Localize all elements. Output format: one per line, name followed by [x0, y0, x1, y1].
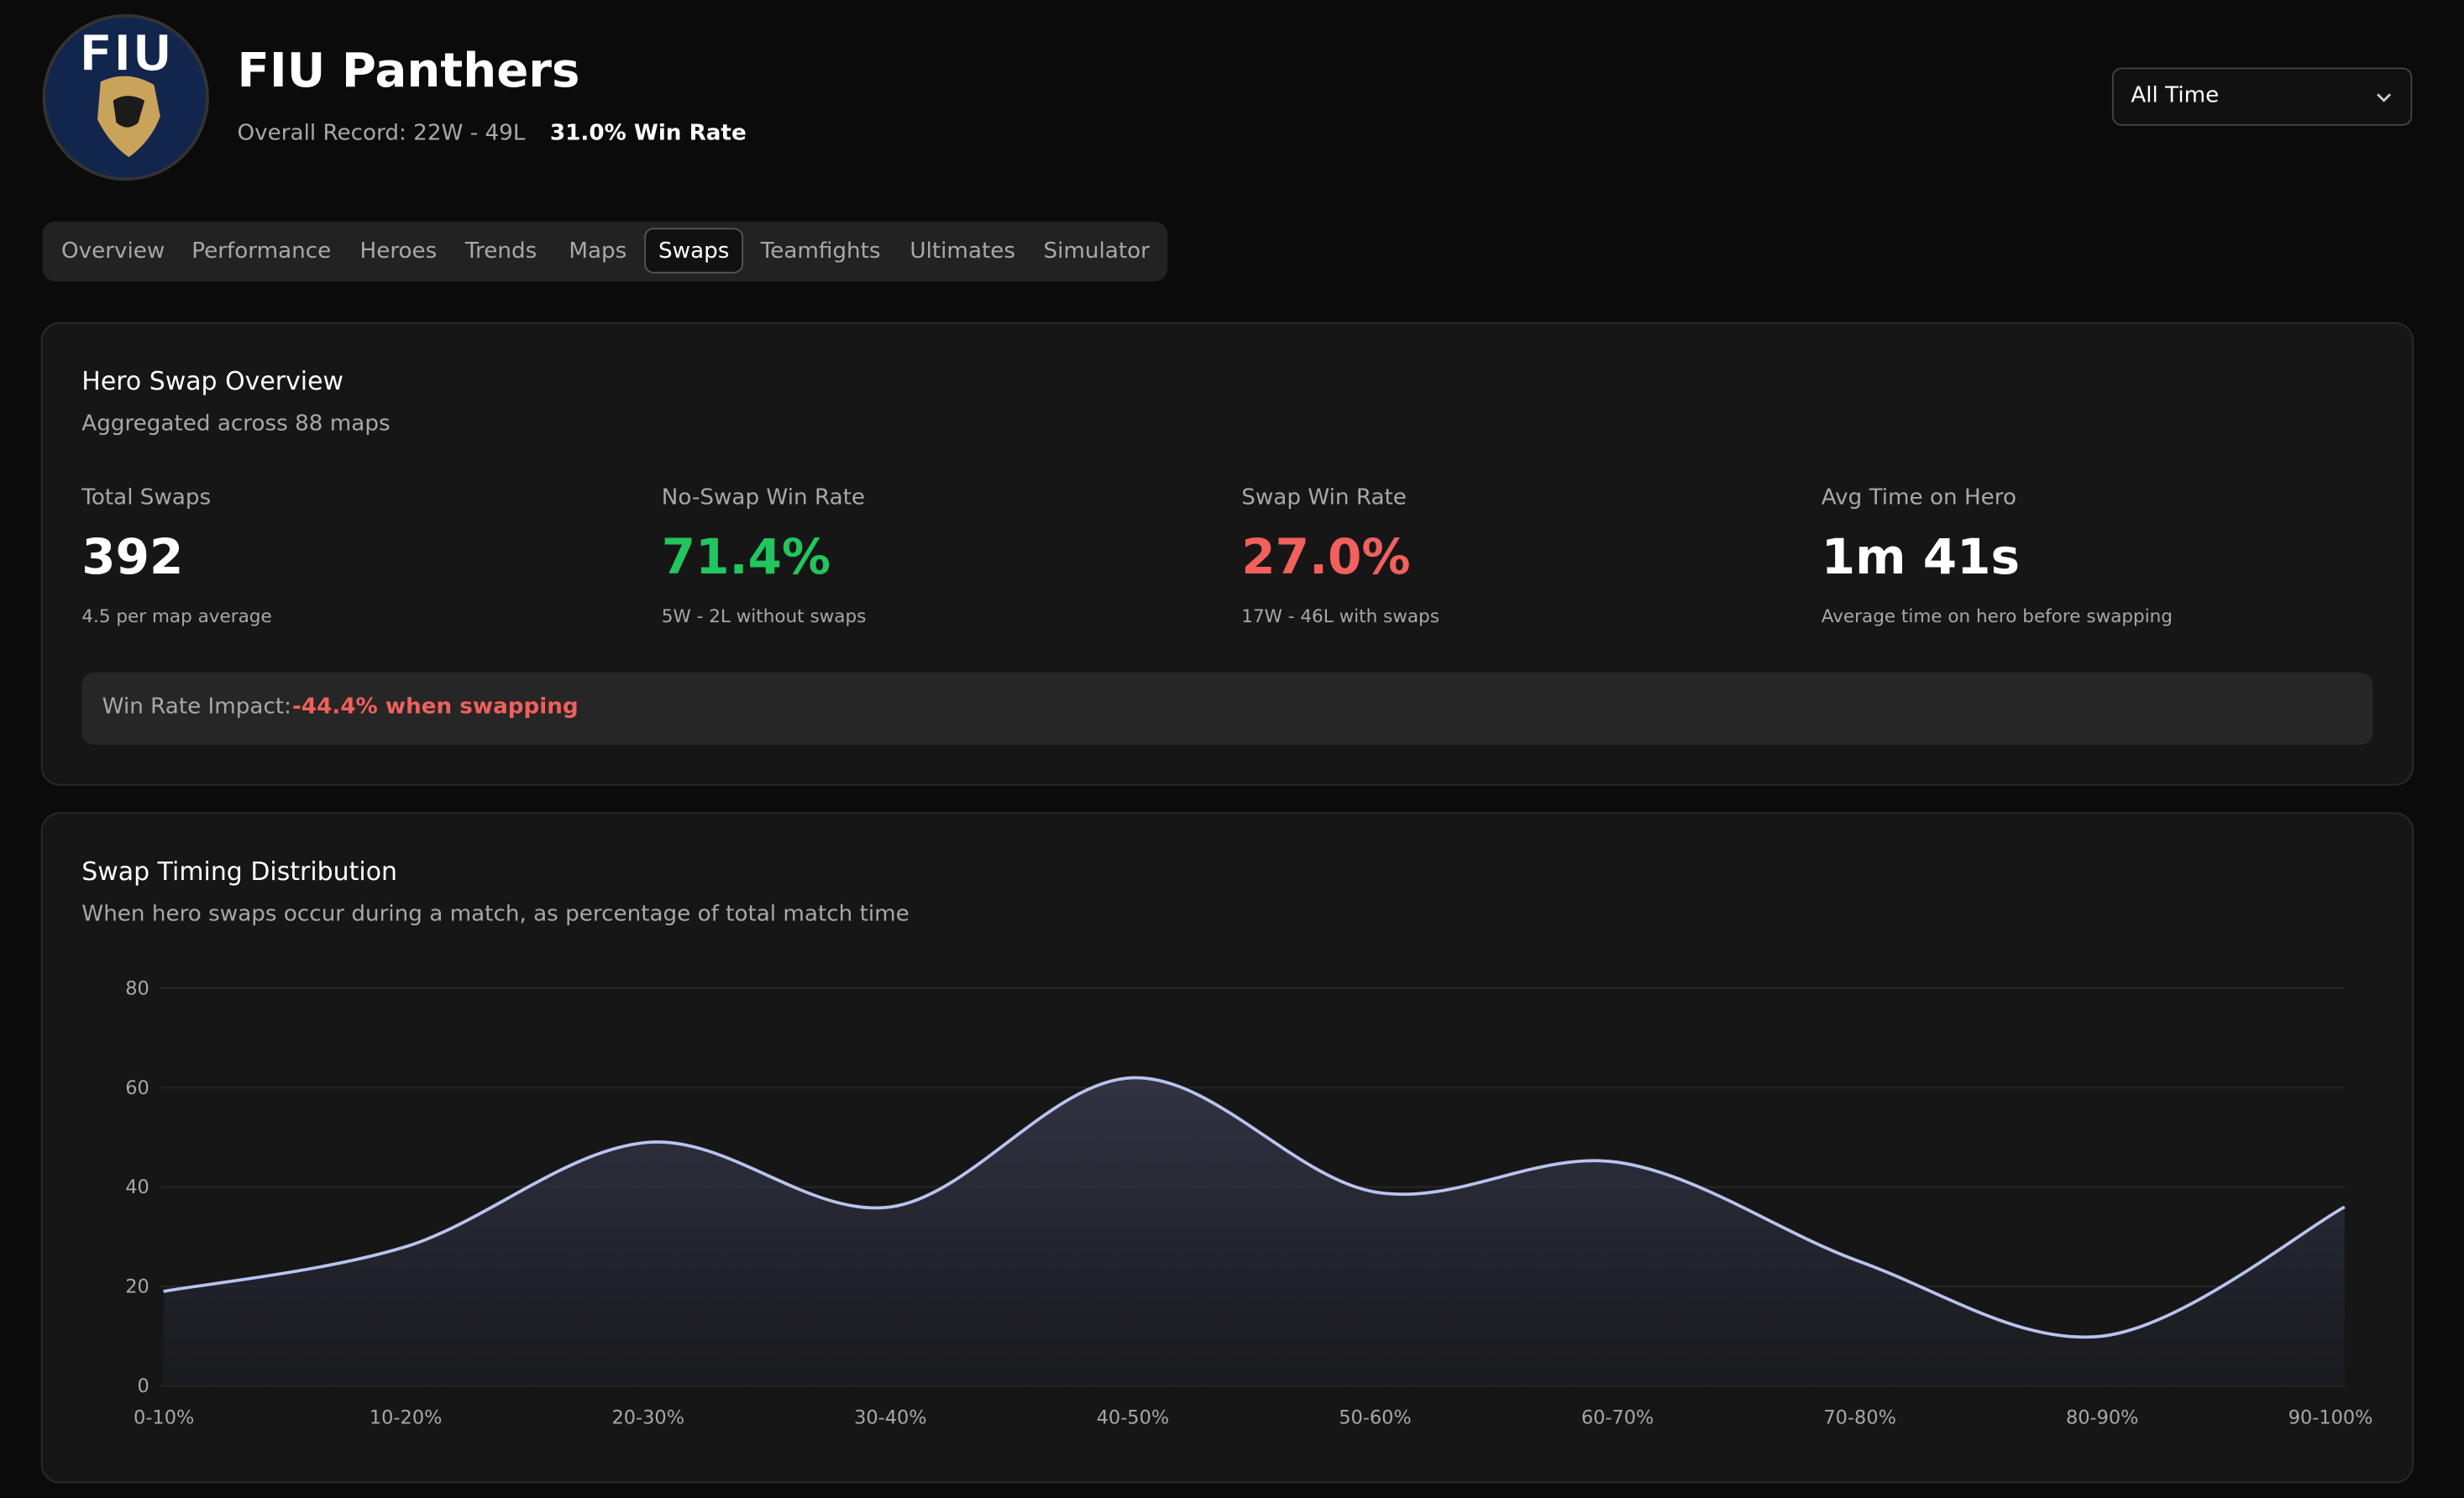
y-tick-label: 20 [125, 1276, 149, 1298]
card-title: Hero Swap Overview [81, 365, 344, 396]
y-tick-label: 40 [125, 1176, 149, 1198]
y-tick-label: 60 [125, 1077, 149, 1099]
stat-label: Avg Time on Hero [1821, 485, 2017, 511]
x-tick-label: 20-30% [612, 1406, 685, 1428]
chart-title: Swap Timing Distribution [81, 856, 398, 887]
x-tick-label: 0-10% [134, 1406, 194, 1428]
impact-label: Win Rate Impact: [102, 694, 291, 720]
chart-subtitle: When hero swaps occur during a match, as… [81, 902, 910, 928]
x-tick-label: 40-50% [1097, 1406, 1170, 1428]
stat-label: Swap Win Rate [1241, 485, 1407, 511]
x-tick-label: 10-20% [370, 1406, 443, 1428]
area [163, 1077, 2345, 1386]
active-tab-bg [644, 228, 744, 274]
tab-active[interactable]: Swaps [658, 238, 730, 265]
stat-label: Total Swaps [81, 485, 212, 511]
impact-bar: Win Rate Impact: -44.4% when swapping [81, 672, 2373, 745]
line [163, 1076, 2346, 1339]
stat-note: 4.5 per map average [81, 605, 272, 627]
impact-value: -44.4% when swapping [292, 694, 579, 720]
tab[interactable]: Trends [464, 238, 537, 265]
win-rate: 31.0% Win Rate [549, 121, 747, 147]
filter-label: All Time [2131, 83, 2220, 109]
stat-value: 27.0% [1241, 529, 1411, 586]
stat-label: No-Swap Win Rate [661, 485, 866, 511]
x-tick-label: 50-60% [1339, 1406, 1412, 1428]
tab[interactable]: Teamfights [760, 238, 881, 265]
stat-value: 71.4% [661, 529, 831, 586]
record: Overall Record: 22W - 49L [237, 121, 526, 147]
stat-note: 17W - 46L with swaps [1241, 605, 1439, 627]
card-subtitle: Aggregated across 88 maps [81, 411, 391, 437]
tab[interactable]: Simulator [1043, 238, 1150, 265]
tab[interactable]: Heroes [359, 238, 438, 265]
y-tick-label: 80 [125, 977, 149, 999]
chevron [2377, 93, 2392, 102]
team-title: FIU Panthers [237, 44, 580, 99]
x-tick-label: 80-90% [2066, 1406, 2139, 1428]
tab[interactable]: Overview [60, 238, 165, 265]
stat-value: 1m 41s [1821, 529, 2020, 586]
tab[interactable]: Maps [569, 238, 627, 265]
tab[interactable]: Performance [191, 238, 332, 265]
team-logo: FIU [42, 13, 209, 181]
time-filter[interactable]: All Time [2111, 67, 2413, 126]
x-tick-label: 30-40% [854, 1406, 927, 1428]
tab[interactable]: Ultimates [910, 238, 1016, 265]
stat-value: 392 [81, 529, 184, 586]
logo-text: FIU [79, 24, 173, 83]
stat-note: Average time on hero before swapping [1821, 605, 2173, 627]
x-tick-label: 90-100% [2288, 1406, 2373, 1428]
tab-bar [42, 221, 1168, 281]
stat-note: 5W - 2L without swaps [661, 605, 867, 627]
y-tick-label: 0 [137, 1375, 149, 1397]
x-tick-label: 70-80% [1823, 1406, 1896, 1428]
x-tick-label: 60-70% [1581, 1406, 1654, 1428]
